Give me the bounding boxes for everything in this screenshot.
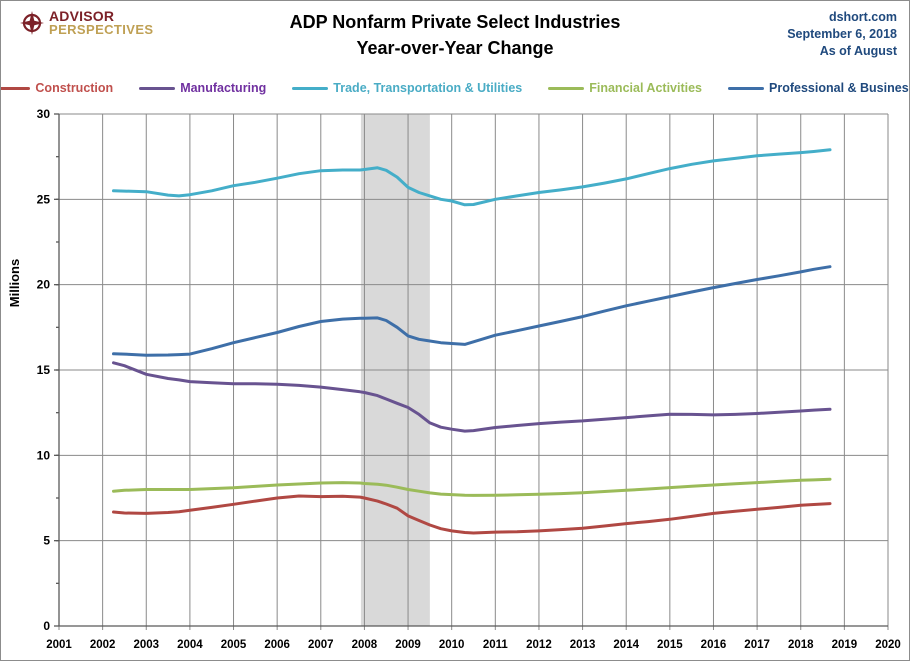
x-tick-label: 2001 (46, 639, 72, 651)
y-tick-label: 25 (37, 192, 51, 206)
legend-swatch-construction (1, 86, 31, 90)
x-tick-label: 2019 (832, 639, 858, 651)
chart-title: ADP Nonfarm Private Select Industries Ye… (1, 9, 909, 61)
x-tick-label: 2013 (570, 639, 596, 651)
x-tick-label: 2010 (439, 639, 465, 651)
x-tick-label: 2009 (395, 639, 421, 651)
x-tick-label: 2012 (526, 639, 552, 651)
x-tick-label: 2005 (221, 639, 247, 651)
legend-item-trade-transportation-utilities: Trade, Transportation & Utilities (292, 81, 522, 95)
y-tick-labels: 0 5 10 15 20 25 30 (37, 107, 51, 633)
source-block: dshort.com September 6, 2018 As of Augus… (787, 9, 897, 60)
legend-item-construction: Construction (1, 81, 114, 95)
series-line-financial-activities (112, 477, 832, 497)
x-tick-label: 2006 (264, 639, 290, 651)
chart-legend: Construction Manufacturing Trade, Transpor… (1, 81, 909, 95)
source-site: dshort.com (828, 10, 897, 24)
compass-icon (20, 11, 44, 35)
x-tick-label: 2004 (177, 639, 203, 651)
legend-label-financial-activities: Financial Activities (589, 81, 703, 95)
legend-swatch-trade-transportation-utilities (292, 86, 329, 90)
gridlines (58, 113, 889, 630)
x-tick-label: 2008 (352, 639, 378, 651)
y-axis-title: Millions (7, 259, 22, 307)
series-line-construction (112, 494, 832, 535)
y-tick-label: 0 (43, 619, 50, 633)
source-date: September 6, 2018 (787, 27, 897, 41)
logo-line1: ADVISOR (49, 8, 115, 24)
chart-title-line1: ADP Nonfarm Private Select Industries (289, 12, 621, 32)
legend-label-trade-transportation-utilities: Trade, Transportation & Utilities (333, 81, 523, 95)
series-line-professional-business (112, 265, 832, 357)
legend-swatch-professional-business (728, 86, 765, 90)
legend-label-manufacturing: Manufacturing (180, 81, 267, 95)
source-asof: As of August (819, 44, 897, 58)
advisor-perspectives-logo: ADVISOR PERSPECTIVES (19, 8, 154, 37)
legend-item-professional-business: Professional & Business (728, 81, 910, 95)
chart-title-line2: Year-over-Year Change (356, 38, 554, 58)
series-line-trade-transportation-utilities (112, 148, 832, 207)
x-tick-label: 2011 (483, 639, 509, 651)
x-tick-label: 2007 (308, 639, 334, 651)
logo-line2: PERSPECTIVES (49, 22, 154, 37)
x-tick-label: 2018 (788, 639, 814, 651)
legend-label-construction: Construction (35, 81, 114, 95)
y-tick-label: 5 (43, 534, 50, 548)
legend-swatch-manufacturing (139, 86, 176, 90)
y-tick-label: 20 (37, 278, 51, 292)
legend-item-financial-activities: Financial Activities (548, 81, 702, 95)
axes (54, 113, 888, 627)
x-tick-label: 2016 (701, 639, 727, 651)
x-tick-label: 2020 (875, 639, 901, 651)
x-tick-label: 2014 (613, 639, 639, 651)
legend-label-professional-business: Professional & Business (769, 81, 910, 95)
x-tick-label: 2002 (90, 639, 116, 651)
y-tick-label: 15 (37, 363, 51, 377)
series-line-manufacturing (112, 361, 832, 433)
x-tick-label: 2003 (133, 639, 159, 651)
y-tick-label: 10 (37, 448, 51, 462)
legend-item-manufacturing: Manufacturing (139, 81, 266, 95)
x-tick-label: 2015 (657, 639, 683, 651)
x-tick-labels: 2001 2002 2003 2004 2005 2006 2007 2008 2009 2010… (46, 639, 901, 651)
legend-swatch-financial-activities (548, 86, 585, 90)
y-tick-label: 30 (37, 107, 51, 121)
x-tick-label: 2017 (744, 639, 770, 651)
